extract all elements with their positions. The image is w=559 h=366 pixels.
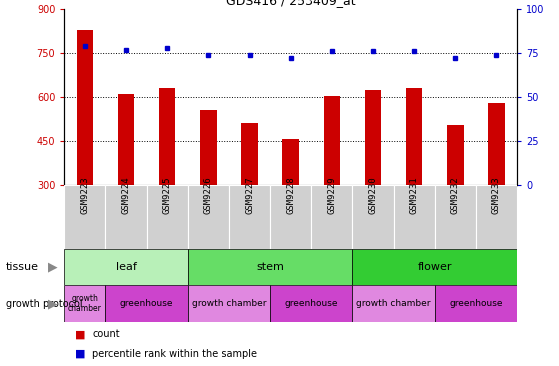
Bar <box>118 94 134 185</box>
Bar <box>435 285 517 322</box>
Bar <box>447 125 463 185</box>
Bar <box>106 185 146 249</box>
Bar <box>77 30 93 185</box>
Title: GDS416 / 253409_at: GDS416 / 253409_at <box>226 0 356 7</box>
Bar <box>365 90 381 185</box>
Text: count: count <box>92 329 120 339</box>
Bar <box>159 88 176 185</box>
Bar <box>106 285 188 322</box>
Text: stem: stem <box>256 262 284 272</box>
Bar <box>352 249 517 285</box>
Text: ▶: ▶ <box>48 261 58 274</box>
Text: ■: ■ <box>75 329 86 339</box>
Text: ▶: ▶ <box>48 297 58 310</box>
Bar <box>394 185 435 249</box>
Bar <box>200 110 216 185</box>
Text: GSM9233: GSM9233 <box>492 176 501 214</box>
Text: GSM9227: GSM9227 <box>245 176 254 214</box>
Text: GSM9230: GSM9230 <box>368 176 377 214</box>
Bar <box>282 139 299 185</box>
Bar <box>64 185 106 249</box>
Bar <box>352 185 394 249</box>
Bar <box>188 285 270 322</box>
Text: GSM9226: GSM9226 <box>204 176 213 214</box>
Text: greenhouse: greenhouse <box>120 299 173 308</box>
Bar <box>270 185 311 249</box>
Bar <box>188 185 229 249</box>
Bar <box>229 185 270 249</box>
Text: growth chamber: growth chamber <box>192 299 266 308</box>
Text: tissue: tissue <box>6 262 39 272</box>
Text: growth
chamber: growth chamber <box>68 294 102 314</box>
Text: GSM9223: GSM9223 <box>80 176 89 214</box>
Text: GSM9229: GSM9229 <box>328 176 337 214</box>
Text: GSM9232: GSM9232 <box>451 176 460 214</box>
Bar <box>188 249 352 285</box>
Text: GSM9224: GSM9224 <box>121 176 131 214</box>
Bar <box>488 103 505 185</box>
Bar <box>406 88 423 185</box>
Text: ■: ■ <box>75 349 86 359</box>
Text: leaf: leaf <box>116 262 136 272</box>
Text: greenhouse: greenhouse <box>285 299 338 308</box>
Text: growth protocol: growth protocol <box>6 299 82 309</box>
Text: greenhouse: greenhouse <box>449 299 503 308</box>
Bar <box>241 123 258 185</box>
Text: flower: flower <box>418 262 452 272</box>
Text: GSM9231: GSM9231 <box>410 176 419 214</box>
Bar <box>352 285 435 322</box>
Bar <box>64 285 106 322</box>
Text: GSM9225: GSM9225 <box>163 176 172 214</box>
Text: growth chamber: growth chamber <box>356 299 431 308</box>
Bar <box>311 185 352 249</box>
Bar <box>476 185 517 249</box>
Bar <box>146 185 188 249</box>
Text: percentile rank within the sample: percentile rank within the sample <box>92 349 257 359</box>
Bar <box>435 185 476 249</box>
Bar <box>324 96 340 185</box>
Bar <box>270 285 352 322</box>
Bar <box>64 249 188 285</box>
Text: GSM9228: GSM9228 <box>286 176 295 214</box>
